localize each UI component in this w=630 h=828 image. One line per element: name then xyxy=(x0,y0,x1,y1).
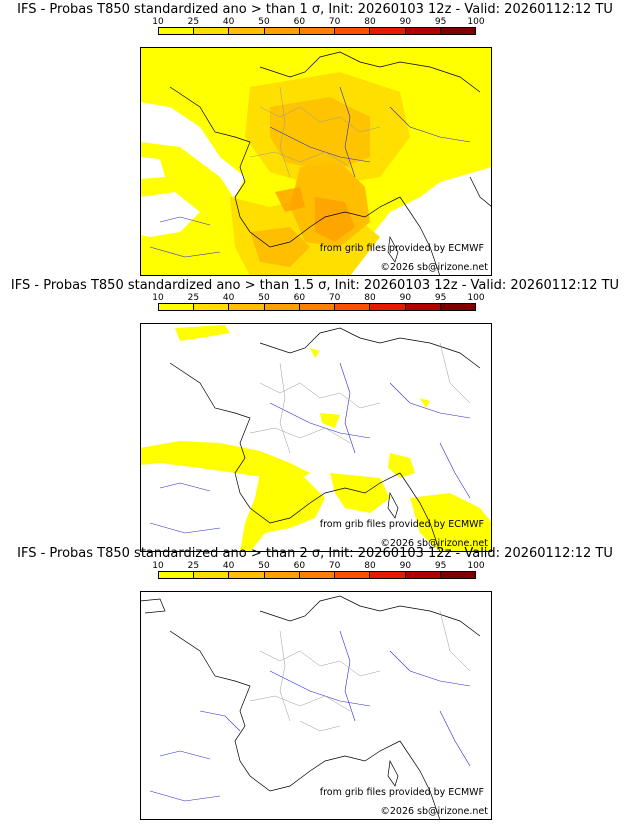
panel-title: IFS - Probas T850 standardized ano > tha… xyxy=(17,546,613,561)
colorbar-swatch xyxy=(440,572,475,578)
colorbar-swatch xyxy=(335,28,371,34)
colorbar-tick-label: 10 xyxy=(152,293,164,303)
colorbar-tick-label: 40 xyxy=(222,17,235,27)
panel-title: IFS - Probas T850 standardized ano > tha… xyxy=(17,2,613,17)
colorbar-tick-label: 95 xyxy=(434,561,447,571)
colorbar-swatch xyxy=(194,28,230,34)
colorbar-swatch xyxy=(299,572,336,578)
colorbar-tick-label: 25 xyxy=(187,293,200,303)
colorbar-swatch xyxy=(370,28,406,34)
colorbar: 10 25 40 50 60 70 80 90 95 100 xyxy=(152,293,485,321)
colorbar-swatch xyxy=(264,304,300,310)
source-credit: from grib files provided by ECMWF xyxy=(319,243,484,254)
forecast-map xyxy=(140,591,492,820)
colorbar-tick-label: 100 xyxy=(467,561,485,571)
forecast-map xyxy=(140,323,492,552)
colorbar-tick-label: 50 xyxy=(258,561,270,571)
colorbar-swatch xyxy=(299,304,336,310)
colorbar-swatch xyxy=(159,572,195,578)
colorbar-swatch xyxy=(405,572,441,578)
colorbar-tick-label: 80 xyxy=(364,17,376,27)
colorbar-swatch xyxy=(405,304,441,310)
colorbar-tick-label: 10 xyxy=(152,17,164,27)
colorbar-swatch xyxy=(299,28,336,34)
source-credit: from grib files provided by ECMWF xyxy=(319,787,484,798)
colorbar-swatch xyxy=(335,572,371,578)
colorbar-tick-label: 60 xyxy=(293,293,306,303)
colorbar-swatch xyxy=(440,28,475,34)
source-credit: from grib files provided by ECMWF xyxy=(319,519,484,530)
colorbar-tick-label: 60 xyxy=(293,561,306,571)
colorbar-tick-label: 50 xyxy=(258,293,270,303)
colorbar-swatches xyxy=(158,303,476,311)
colorbar-tick-label: 100 xyxy=(467,17,485,27)
colorbar-swatch xyxy=(229,572,265,578)
map-panel-1: IFS - Probas T850 standardized ano > tha… xyxy=(0,0,630,276)
colorbar-swatch xyxy=(194,304,230,310)
colorbar-swatch xyxy=(159,304,195,310)
colorbar-swatches xyxy=(158,27,476,35)
colorbar-tick-label: 40 xyxy=(222,293,235,303)
colorbar-tick-label: 90 xyxy=(399,17,412,27)
map-panel-3: IFS - Probas T850 standardized ano > tha… xyxy=(0,544,630,820)
colorbar-swatch xyxy=(229,28,265,34)
panel-title: IFS - Probas T850 standardized ano > tha… xyxy=(10,278,620,293)
colorbar-tick-label: 70 xyxy=(328,293,341,303)
colorbar-tick-label: 25 xyxy=(187,561,200,571)
colorbar-swatch xyxy=(440,304,475,310)
colorbar-swatch xyxy=(264,572,300,578)
copyright-credit: ©2026 sb@irizone.net xyxy=(380,262,488,273)
colorbar-tick-label: 25 xyxy=(187,17,200,27)
colorbar-swatch xyxy=(335,304,371,310)
forecast-map xyxy=(140,47,492,276)
colorbar-swatches xyxy=(158,571,476,579)
colorbar-tick-label: 95 xyxy=(434,17,447,27)
colorbar-swatch xyxy=(264,28,300,34)
colorbar-tick-label: 10 xyxy=(152,561,164,571)
colorbar-tick-label: 70 xyxy=(328,561,341,571)
colorbar-tick-label: 70 xyxy=(328,17,341,27)
colorbar: 10 25 40 50 60 70 80 90 95 100 xyxy=(152,561,485,589)
colorbar-tick-label: 100 xyxy=(467,293,485,303)
colorbar-tick-label: 40 xyxy=(222,561,235,571)
colorbar-swatch xyxy=(159,28,195,34)
copyright-credit: ©2026 sb@irizone.net xyxy=(380,538,488,549)
copyright-credit: ©2026 sb@irizone.net xyxy=(380,806,488,817)
colorbar: 10 25 40 50 60 70 80 90 95 100 xyxy=(152,17,485,45)
colorbar-tick-label: 90 xyxy=(399,561,412,571)
colorbar-tick-label: 90 xyxy=(399,293,412,303)
colorbar-swatch xyxy=(405,28,441,34)
colorbar-tick-label: 80 xyxy=(364,561,376,571)
colorbar-swatch xyxy=(229,304,265,310)
colorbar-swatch xyxy=(370,572,406,578)
colorbar-swatch xyxy=(370,304,406,310)
colorbar-tick-label: 60 xyxy=(293,17,306,27)
colorbar-tick-label: 50 xyxy=(258,17,270,27)
colorbar-tick-label: 80 xyxy=(364,293,376,303)
map-panel-2: IFS - Probas T850 standardized ano > tha… xyxy=(0,276,630,552)
colorbar-swatch xyxy=(194,572,230,578)
colorbar-tick-label: 95 xyxy=(434,293,447,303)
